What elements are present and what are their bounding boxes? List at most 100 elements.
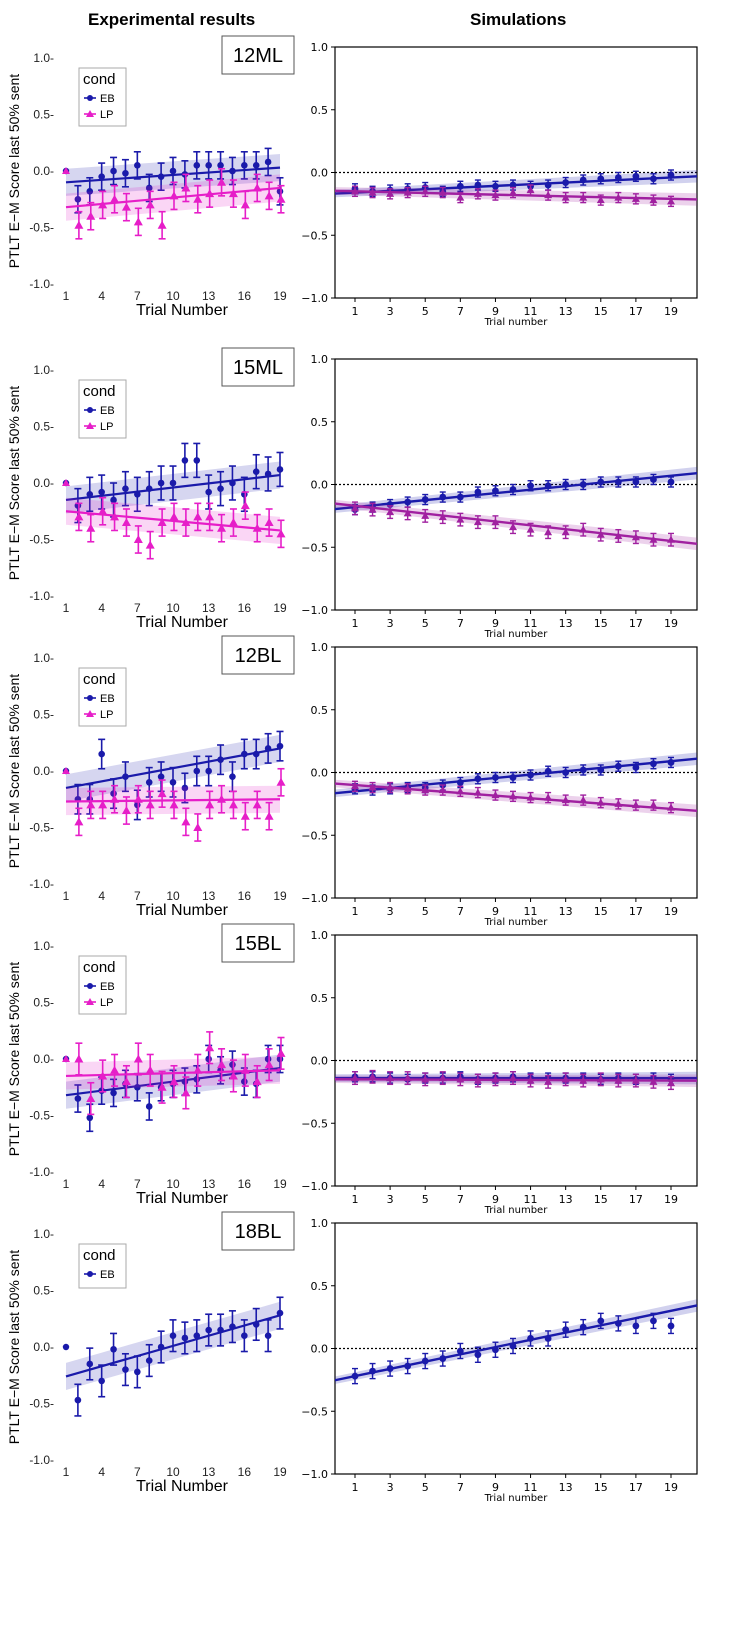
data-point [181, 457, 189, 464]
data-point [276, 529, 286, 538]
y-tick-label: 1.0- [33, 51, 54, 65]
y-tick-label: 0.0 [311, 767, 329, 780]
y-tick-label: 0.5 [311, 1280, 329, 1293]
data-point [579, 1076, 588, 1084]
start-point [62, 479, 70, 486]
data-point [157, 479, 165, 487]
y-tick-label: −1.0 [301, 292, 328, 305]
x-tick-label: 3 [387, 905, 394, 918]
legend-entry-label: LP [100, 709, 113, 721]
data-point [667, 803, 675, 811]
x-tick-label: 1 [63, 889, 70, 903]
data-point [241, 1332, 248, 1339]
data-point [509, 486, 517, 493]
x-tick-label: 7 [134, 1177, 141, 1191]
data-point [133, 217, 143, 226]
data-point [157, 1343, 165, 1351]
data-point [579, 193, 588, 201]
x-tick-label: 7 [457, 617, 464, 630]
data-point [276, 777, 286, 786]
data-point [492, 182, 499, 190]
y-tick-label: 0.0- [33, 1340, 54, 1354]
data-point [121, 806, 131, 815]
data-point [193, 1065, 203, 1074]
data-point [386, 189, 395, 197]
x-tick-label: 7 [457, 1193, 464, 1206]
data-point [456, 787, 465, 795]
legend: cond EB LP [78, 67, 127, 127]
legend-entry-label: EB [100, 93, 115, 105]
y-tick-label: 1.0 [311, 929, 329, 942]
confidence-band [335, 499, 697, 551]
x-tick-label: 7 [134, 601, 141, 615]
data-point [544, 767, 552, 775]
data-point [74, 1054, 84, 1063]
data-point [473, 788, 482, 796]
experimental-panel-18bl: 1.0- 0.5- 0.0- -0.5- -1.0- PTLT E−M Score las… [6, 1211, 295, 1495]
data-point [217, 794, 227, 803]
data-point [632, 478, 640, 486]
data-point [614, 193, 623, 201]
data-point [205, 1326, 212, 1334]
data-point [526, 186, 535, 194]
y-tick-label: 0.0 [311, 1343, 329, 1356]
data-point [527, 771, 534, 779]
data-point [544, 528, 553, 536]
x-tick-label: 13 [559, 617, 573, 630]
start-point [62, 767, 70, 774]
data-point [667, 759, 675, 766]
series-eb [62, 1296, 284, 1417]
data-point [264, 1060, 274, 1069]
y-tick-label: −1.0 [301, 1468, 328, 1481]
data-point [667, 1079, 675, 1087]
y-axis-label: PTLT E−M Score last 50% sent [6, 1250, 22, 1445]
y-tick-label: -0.5- [29, 1397, 54, 1411]
data-point [169, 479, 177, 487]
data-point [491, 1075, 500, 1083]
data-point [351, 1074, 359, 1082]
y-tick-label: -1.0- [29, 1165, 54, 1179]
series-lp [62, 479, 286, 560]
start-point [62, 1055, 70, 1062]
y-tick-label: 0.5- [33, 108, 54, 122]
x-tick-label: 19 [664, 617, 678, 630]
experimental-panel-15ml: 1.0- 0.5- 0.0- -0.5- -1.0- PTLT E−M Score las… [6, 347, 295, 631]
data-point [169, 1077, 179, 1086]
data-point [121, 202, 131, 211]
data-point [474, 775, 482, 783]
data-point [110, 167, 117, 175]
x-tick-label: 4 [98, 1177, 105, 1191]
data-point [614, 174, 622, 181]
data-point [193, 512, 203, 521]
x-tick-label: 15 [594, 305, 608, 318]
data-point [438, 188, 447, 196]
panel-label-box [221, 35, 295, 75]
legend-entry-label: EB [100, 981, 115, 993]
x-tick-label: 9 [492, 305, 499, 318]
data-point [421, 511, 430, 519]
data-point [403, 784, 412, 792]
data-point [368, 188, 377, 196]
data-point [193, 194, 203, 203]
data-point [403, 188, 412, 196]
data-point [561, 528, 570, 536]
x-tick-label: 7 [457, 905, 464, 918]
data-point [561, 796, 570, 804]
data-point [386, 508, 395, 516]
y-tick-label: 0.5- [33, 996, 54, 1010]
panel-label-12bl: 12BL [221, 635, 295, 675]
data-point [157, 789, 167, 798]
data-point [229, 479, 236, 487]
x-tick-label: 9 [492, 905, 499, 918]
data-point [456, 1075, 465, 1083]
data-point [544, 793, 553, 801]
data-point [632, 764, 640, 771]
data-point [86, 800, 96, 809]
data-point [86, 1094, 96, 1103]
data-point [526, 525, 535, 533]
series-eb [62, 147, 284, 214]
data-point [509, 1074, 517, 1082]
experimental-panel-12ml: 1.0- 0.5- 0.0- -0.5- -1.0- PTLT E−M Score las… [6, 35, 295, 319]
y-axis-label: PTLT E−M Score last 50% sent [6, 674, 22, 869]
